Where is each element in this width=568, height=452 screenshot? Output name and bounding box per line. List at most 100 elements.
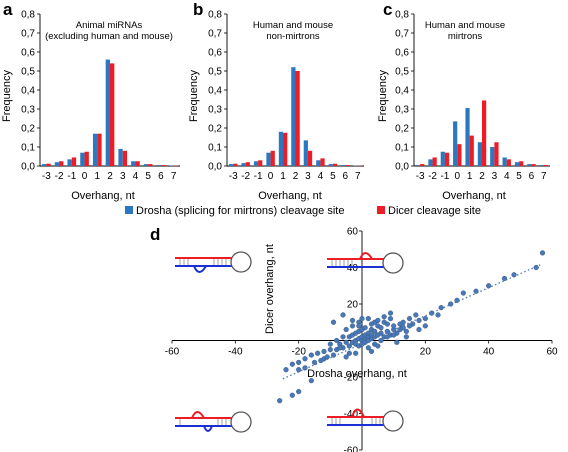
bar-dicer — [97, 133, 102, 166]
bar-drosha — [502, 157, 507, 166]
bar-dicer — [46, 163, 51, 166]
hairpin-diagram-bottom-left — [175, 411, 252, 433]
y-tick-label: 60 — [347, 227, 359, 238]
y-tick-label: 0,8 — [208, 10, 222, 21]
scatter-point — [327, 341, 333, 347]
bar-drosha — [54, 162, 60, 166]
bar-drosha — [341, 165, 346, 166]
scatter-point — [308, 378, 314, 384]
x-tick-label: -60 — [165, 347, 180, 358]
bar-dicer — [160, 165, 166, 166]
y-tick-label: 0,8 — [21, 10, 35, 21]
x-tick-label: 1 — [280, 171, 286, 182]
x-tick-label: 5 — [516, 171, 522, 182]
panel-b-title-line-2: non-mirtrons — [266, 31, 320, 42]
x-tick-label: 6 — [158, 171, 164, 182]
scatter-point — [438, 305, 444, 311]
scatter-point — [308, 352, 314, 358]
y-tick-label: 0,4 — [208, 86, 222, 97]
scatter-point — [384, 328, 390, 334]
hairpin-bulge-bottom — [200, 425, 216, 432]
scatter-point — [302, 365, 308, 371]
panel-a-title-line-2: (excluding human and mouse) — [45, 31, 173, 42]
bar-drosha — [143, 164, 149, 166]
scatter-point — [501, 275, 508, 282]
x-tick-label: -1 — [67, 171, 76, 182]
y-tick-label: 0,8 — [395, 10, 409, 21]
scatter-point — [296, 359, 302, 366]
hairpin-pairing-lines — [331, 418, 381, 424]
bar-drosha — [527, 164, 532, 166]
scatter-point — [368, 348, 375, 355]
x-tick-label: -3 — [416, 171, 425, 182]
scatter-point — [403, 334, 409, 340]
hairpin-loop — [382, 410, 404, 432]
bar-drosha — [266, 152, 271, 166]
scatter-point — [368, 321, 375, 327]
bar-dicer — [135, 161, 140, 166]
hairpin-diagram-top-right — [327, 252, 404, 274]
x-tick-label: -3 — [229, 171, 238, 182]
scatter-point — [365, 345, 371, 351]
scatter-point — [283, 367, 289, 373]
hairpin-bulge — [348, 408, 368, 418]
scatter-point — [406, 323, 413, 329]
panel-d-x-axis-label: Drosha overhang, nt — [307, 368, 407, 380]
bar-dicer — [531, 164, 536, 166]
y-tick-label: 0,5 — [395, 67, 409, 78]
scatter-point — [429, 310, 435, 316]
x-tick-label: 3 — [492, 171, 498, 182]
panel-a-y-axis-label: Frequency — [1, 70, 13, 122]
y-tick-label: -60 — [344, 446, 359, 452]
bar-dicer — [482, 100, 487, 166]
scatter-point — [391, 323, 397, 329]
scatter-point — [362, 325, 368, 331]
bar-dicer — [469, 135, 474, 166]
panel-b-x-axis-label: Overhang, nt — [258, 190, 322, 202]
hairpin-bulge — [188, 265, 212, 273]
x-tick-label: 3 — [305, 171, 311, 182]
x-tick-label: -2 — [241, 171, 250, 182]
bar-dicer — [320, 158, 325, 166]
y-tick-label: 0,3 — [395, 105, 409, 116]
scatter-point — [387, 310, 394, 316]
hairpin-pairing-lines — [179, 259, 227, 265]
y-tick-label: -40 — [344, 409, 359, 420]
bar-drosha — [80, 152, 85, 166]
legend-swatch-dicer — [377, 206, 385, 214]
bar-drosha — [465, 108, 470, 166]
bar-dicer — [444, 152, 450, 166]
x-tick-label: 60 — [546, 347, 558, 358]
scatter-point — [349, 317, 356, 324]
x-tick-label: 4 — [133, 171, 139, 182]
bar-drosha — [440, 151, 445, 166]
bar-dicer — [457, 144, 462, 166]
x-tick-label: 2 — [479, 171, 485, 182]
x-tick-label: 0 — [82, 171, 88, 182]
bar-dicer — [59, 161, 64, 166]
legend-swatch-drosha — [125, 206, 133, 214]
hairpin-pairing-lines — [179, 419, 227, 425]
scatter-point — [539, 250, 546, 256]
bar-drosha — [291, 67, 296, 166]
y-tick-label: 0,0 — [395, 162, 409, 173]
panel-b-bar-chart: b Human and mouse non-mirtrons 0,0 0,1 0,2… — [188, 0, 364, 202]
bar-drosha — [328, 164, 333, 166]
legend-label-dicer: Dicer cleavage site — [388, 205, 481, 217]
scatter-point — [327, 347, 333, 353]
panel-c-plot-area: 0,0 0,1 0,2 0,3 0,4 0,5 0,6 0,7 0,8 -3 -2 -1 0 1 2 3 4 5 6… — [395, 10, 550, 182]
hairpin-bulge — [354, 252, 378, 260]
scatter-point — [391, 332, 397, 338]
scatter-point — [289, 361, 295, 367]
scatter-point — [337, 345, 343, 351]
x-tick-label: -2 — [428, 171, 437, 182]
scatter-point — [321, 348, 327, 355]
scatter-point — [302, 356, 308, 362]
bar-dicer — [245, 162, 250, 166]
scatter-point — [448, 301, 454, 307]
bar-dicer — [494, 142, 499, 166]
y-tick-label: 0,2 — [395, 124, 409, 135]
x-tick-label: 5 — [330, 171, 336, 182]
legend-label-drosha: Drosha (splicing for mirtrons) cleavage … — [136, 205, 344, 217]
bar-dicer — [506, 159, 511, 166]
